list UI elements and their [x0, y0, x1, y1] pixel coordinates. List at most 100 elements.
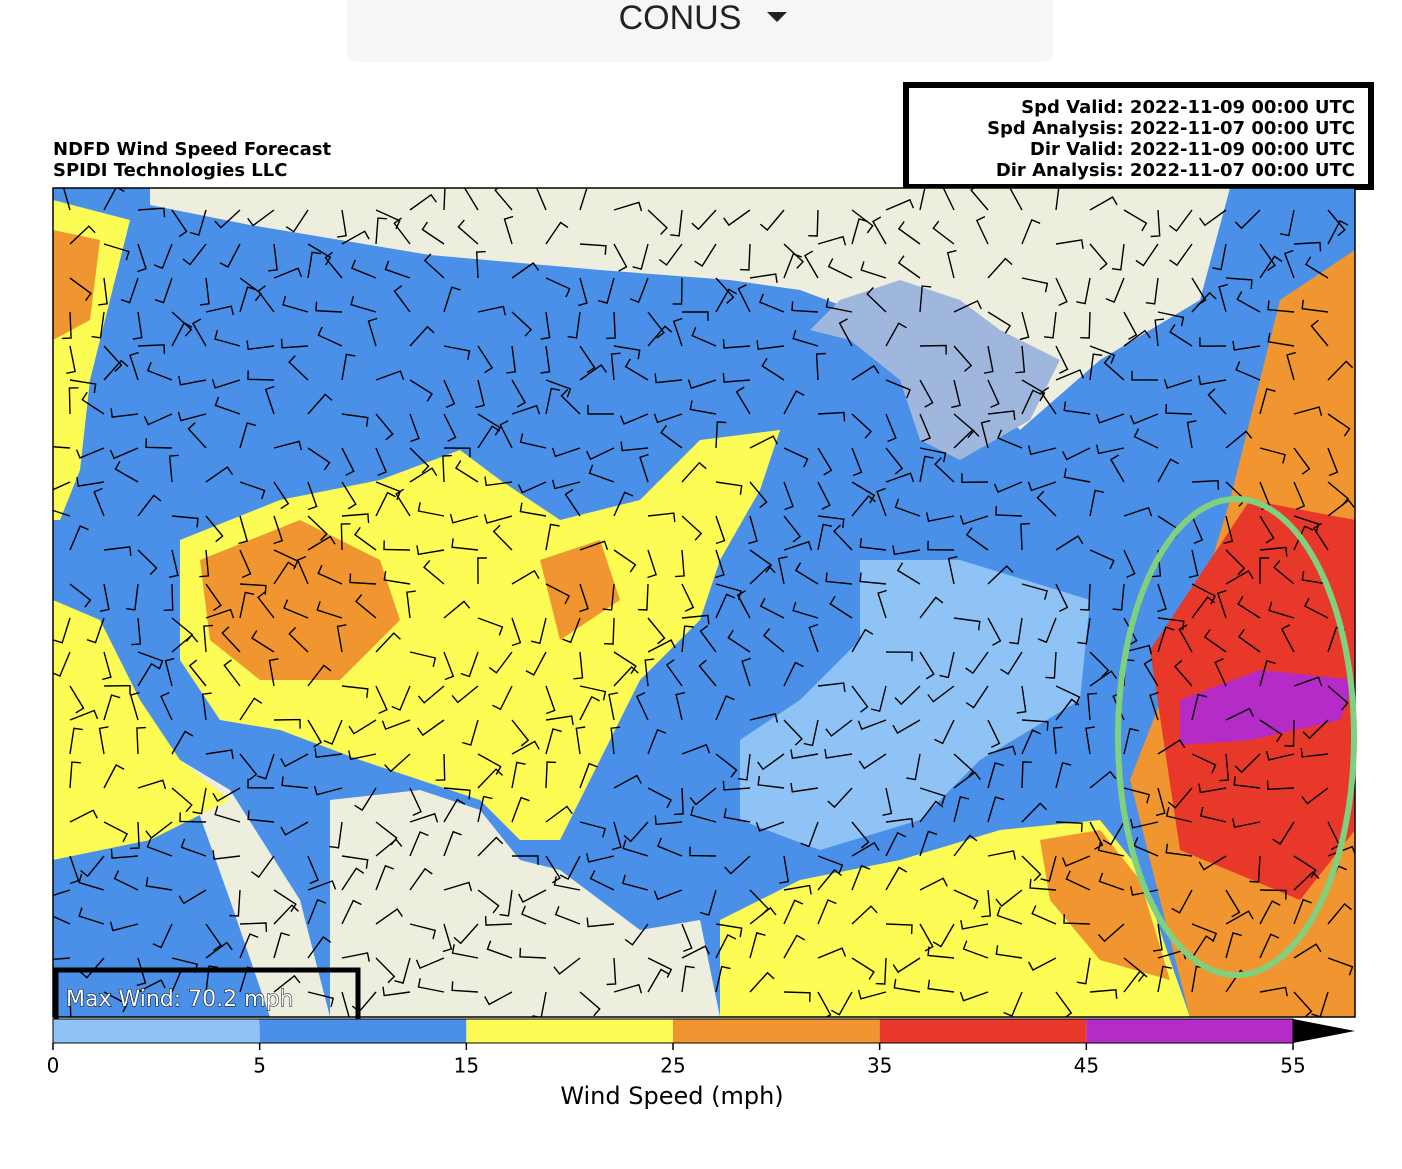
wind-barb [674, 787, 684, 816]
wind-barb [214, 209, 241, 229]
wind-barb [894, 498, 921, 517]
wind-barb [477, 413, 502, 436]
wind-barb [182, 243, 207, 266]
wind-barb [477, 345, 494, 374]
wind-barb [579, 345, 596, 374]
wind-barb [857, 719, 887, 731]
wind-barb [654, 373, 683, 384]
wind-barb [681, 923, 693, 953]
wind-barb [268, 658, 279, 687]
wind-barb [691, 327, 717, 347]
wind-barb [1191, 753, 1217, 774]
wind-barb [1055, 761, 1072, 789]
wind-barb [1123, 644, 1153, 655]
wind-barb [1327, 209, 1346, 237]
wind-barb [383, 570, 411, 585]
wind-barb [783, 447, 809, 468]
wind-barb [896, 562, 921, 585]
wind-barb [477, 557, 487, 585]
wind-barb [1191, 923, 1218, 943]
wind-barb [1055, 277, 1068, 307]
wind-barb [1234, 753, 1261, 774]
wind-barb [1259, 900, 1281, 925]
wind-barb [257, 285, 275, 313]
wind-barb [103, 359, 129, 381]
wind-barb [699, 625, 717, 653]
wind-barb [1021, 719, 1049, 731]
wind-barb [1191, 596, 1216, 619]
wind-barb [1279, 209, 1295, 237]
wind-barb [443, 600, 471, 619]
wind-barb [987, 257, 1013, 279]
wind-barb [1259, 933, 1280, 959]
wind-barb [790, 749, 819, 760]
field-orange [540, 540, 620, 640]
wind-barb [285, 209, 309, 233]
wind-barb [268, 243, 278, 272]
wind-barb [1167, 787, 1193, 809]
wind-barb [876, 487, 887, 517]
wind-barb [741, 657, 751, 687]
wind-barb [715, 515, 726, 545]
wind-barb [423, 253, 445, 279]
wind-barb [722, 373, 751, 383]
wind-barb [579, 188, 597, 211]
wind-barb [273, 481, 290, 510]
wind-barb [1089, 770, 1117, 789]
wind-barb [1111, 243, 1125, 271]
wind-barb [827, 258, 853, 279]
dropdown-box[interactable] [347, 0, 1053, 62]
wind-barb [1055, 535, 1084, 551]
wind-barb [451, 981, 479, 993]
wind-barb [927, 685, 955, 703]
wind-barb [885, 817, 914, 828]
wind-barb [1087, 692, 1097, 721]
wind-barb [1055, 369, 1085, 381]
wind-barb [1089, 489, 1105, 517]
wind-barb [749, 713, 779, 723]
wind-barb [919, 447, 947, 463]
map-subtitle: SPIDI Technologies LLC [53, 160, 287, 181]
wind-barb [257, 753, 275, 780]
wind-barb [553, 876, 581, 891]
wind-barb [1259, 546, 1288, 557]
wind-barb [1203, 629, 1227, 653]
wind-barb [919, 455, 934, 483]
wind-barb [435, 753, 446, 781]
dropdown-label[interactable]: CONUS [619, 0, 742, 37]
wind-barb [1301, 570, 1329, 585]
wind-barb [749, 435, 778, 449]
wind-barb [443, 651, 455, 681]
wind-barb [409, 193, 437, 211]
wind-barb [1040, 855, 1057, 882]
wind-barb [519, 433, 547, 449]
wind-barb [1259, 243, 1276, 272]
wind-barb [103, 764, 125, 789]
wind-barb [877, 589, 887, 619]
wind-barb [1293, 481, 1306, 511]
wind-barb [180, 838, 207, 857]
wind-barb [324, 251, 343, 279]
wind-barb [451, 944, 479, 959]
wind-barb [817, 411, 846, 422]
wind-barb [1191, 515, 1204, 545]
wind-barb [341, 230, 370, 245]
wind-barb [1021, 855, 1042, 882]
wind-barb [78, 907, 105, 925]
wind-barb [137, 494, 162, 517]
wind-barb [851, 628, 874, 653]
wind-barb [987, 311, 1012, 334]
wind-barb [103, 684, 131, 695]
wind-barb [192, 318, 207, 347]
wind-barb [1085, 726, 1096, 755]
wind-barb [78, 873, 105, 891]
wind-barb [545, 805, 573, 823]
wind-barb [1302, 719, 1329, 740]
wind-barb [564, 488, 581, 517]
wind-barb [375, 864, 395, 891]
wind-barb [53, 651, 71, 677]
wind-barb [129, 691, 140, 721]
wind-barb [307, 880, 337, 891]
region-dropdown[interactable]: CONUS [347, 0, 1053, 62]
dropdown-caret[interactable] [767, 12, 787, 22]
